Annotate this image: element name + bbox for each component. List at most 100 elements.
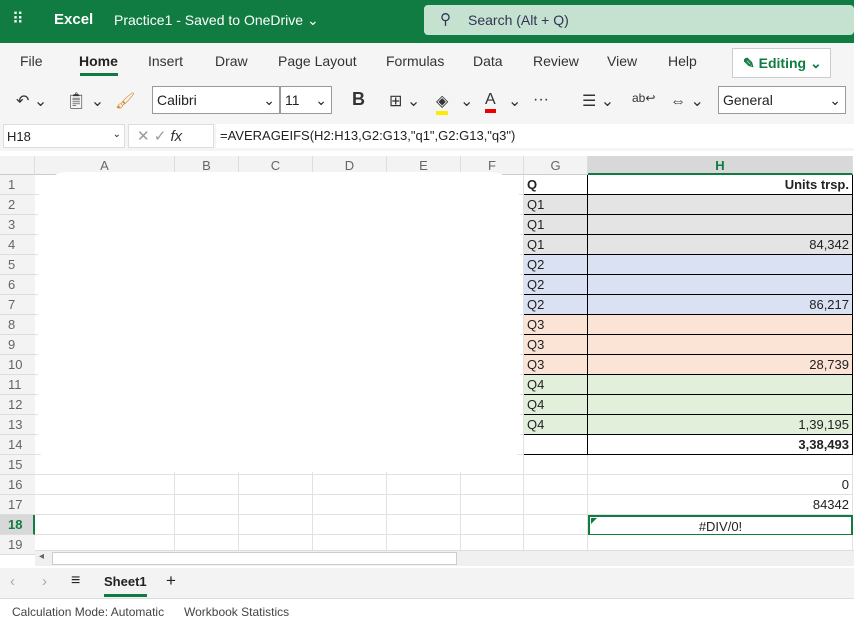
tab-formulas[interactable]: Formulas	[386, 53, 445, 69]
fx-icon[interactable]: fx	[170, 128, 183, 145]
cell-h5[interactable]	[588, 255, 853, 275]
cell-h10[interactable]: 28,739	[588, 355, 853, 375]
cell-g14[interactable]	[524, 435, 588, 455]
cancel-icon[interactable]: ✕	[137, 128, 150, 145]
cell-g13[interactable]: Q4	[524, 415, 588, 435]
cell-h17[interactable]: 84342	[588, 495, 853, 515]
column-header-h[interactable]: H	[588, 156, 853, 175]
cell-g9[interactable]: Q3	[524, 335, 588, 355]
cell-h1[interactable]: Units trsp.	[588, 175, 853, 195]
row-header-4[interactable]: 4	[0, 235, 35, 255]
cell-g4[interactable]: Q1	[524, 235, 588, 255]
row-header-10[interactable]: 10	[0, 355, 35, 375]
number-format-select[interactable]: General ⌄	[718, 86, 846, 114]
cell[interactable]	[35, 515, 175, 535]
tab-file[interactable]: File	[20, 53, 43, 69]
chevron-down-icon[interactable]: ⌄	[460, 93, 474, 110]
cell-g6[interactable]: Q2	[524, 275, 588, 295]
cell-g2[interactable]: Q1	[524, 195, 588, 215]
paste-icon[interactable]: 📋︎ ⌄	[66, 93, 105, 110]
cell[interactable]	[461, 475, 524, 495]
row-header-15[interactable]: 15	[0, 455, 35, 475]
cell[interactable]	[387, 515, 461, 535]
tab-data[interactable]: Data	[473, 53, 503, 69]
row-header-3[interactable]: 3	[0, 215, 35, 235]
fill-color-icon[interactable]: ◈	[436, 91, 449, 115]
align-icon[interactable]: ☰ ⌄	[582, 93, 615, 110]
sheet-tab-sheet1[interactable]: Sheet1	[104, 574, 147, 597]
add-sheet-button[interactable]: +	[166, 571, 176, 590]
cell-h13[interactable]: 1,39,195	[588, 415, 853, 435]
cell-h14[interactable]: 3,38,493	[588, 435, 853, 455]
cell-h12[interactable]	[588, 395, 853, 415]
row-header-19[interactable]: 19	[0, 535, 35, 555]
cell[interactable]	[175, 515, 239, 535]
merge-icon[interactable]: ⇔ ⌄	[670, 93, 704, 110]
cell-g8[interactable]: Q3	[524, 315, 588, 335]
cell-h11[interactable]	[588, 375, 853, 395]
borders-icon[interactable]: ⊞ ⌄	[389, 93, 421, 110]
cell[interactable]	[461, 455, 524, 475]
row-header-7[interactable]: 7	[0, 295, 35, 315]
bold-button[interactable]: B	[352, 89, 365, 109]
prev-sheet-icon[interactable]: ‹	[10, 573, 15, 590]
row-header-11[interactable]: 11	[0, 375, 35, 395]
cell-h2[interactable]	[588, 195, 853, 215]
cell-h18[interactable]: #DIV/0!	[588, 515, 853, 536]
search-box[interactable]: ⚲ Search (Alt + Q)	[424, 5, 854, 35]
cell-g1[interactable]: Q	[524, 175, 588, 195]
select-all-corner[interactable]	[0, 156, 35, 175]
cell[interactable]	[175, 495, 239, 515]
tab-view[interactable]: View	[607, 53, 638, 69]
cell-g16[interactable]	[524, 475, 588, 495]
next-sheet-icon[interactable]: ›	[42, 573, 47, 590]
row-header-14[interactable]: 14	[0, 435, 35, 455]
cell[interactable]	[461, 495, 524, 515]
row-header-1[interactable]: 1	[0, 175, 35, 195]
cell-h9[interactable]	[588, 335, 853, 355]
row-header-16[interactable]: 16	[0, 475, 35, 495]
editing-mode-button[interactable]: ✎ Editing ⌄	[732, 48, 831, 78]
name-box[interactable]: H18 ⌄	[3, 124, 125, 148]
cell-g18[interactable]	[524, 515, 588, 535]
row-header-12[interactable]: 12	[0, 395, 35, 415]
app-launcher-icon[interactable]: ⠿	[12, 11, 24, 28]
cell-g15[interactable]	[524, 455, 588, 475]
wrap-text-icon[interactable]: ab↩	[632, 91, 656, 105]
row-header-8[interactable]: 8	[0, 315, 35, 335]
cell[interactable]	[313, 475, 387, 495]
cell-g3[interactable]: Q1	[524, 215, 588, 235]
cell-g12[interactable]: Q4	[524, 395, 588, 415]
format-painter-icon[interactable]: 🖌︎	[115, 93, 136, 110]
cell-g17[interactable]	[524, 495, 588, 515]
cell[interactable]	[35, 475, 175, 495]
tab-page-layout[interactable]: Page Layout	[278, 53, 357, 69]
row-header-9[interactable]: 9	[0, 335, 35, 355]
column-header-g[interactable]: G	[524, 156, 588, 175]
cell[interactable]	[387, 475, 461, 495]
spreadsheet-grid[interactable]: A B C D E F G H 1 Q Units trsp. 2 Q1 3 Q1 4 Q1 84,342 5 Q2 6…	[0, 156, 854, 556]
font-color-icon[interactable]: A	[485, 91, 496, 113]
undo-icon[interactable]: ↶ ⌄	[16, 93, 48, 110]
more-options-icon[interactable]: ···	[533, 91, 549, 108]
calculation-mode[interactable]: Calculation Mode: Automatic	[12, 605, 165, 619]
cell-h6[interactable]	[588, 275, 853, 295]
cell[interactable]	[239, 495, 313, 515]
document-title[interactable]: Practice1 - Saved to OneDrive ⌄	[114, 12, 319, 29]
scroll-left-icon[interactable]: ◂	[39, 551, 45, 562]
tab-help[interactable]: Help	[668, 53, 697, 69]
cell[interactable]	[313, 515, 387, 535]
cell[interactable]	[239, 515, 313, 535]
cell[interactable]	[313, 495, 387, 515]
font-name-select[interactable]: Calibri ⌄	[152, 86, 280, 114]
check-icon[interactable]: ✓	[153, 128, 167, 145]
cell-g7[interactable]: Q2	[524, 295, 588, 315]
tab-home[interactable]: Home	[79, 53, 118, 69]
formula-input[interactable]: =AVERAGEIFS(H2:H13,G2:G13,"q1",G2:G13,"q…	[216, 124, 854, 148]
cell-g10[interactable]: Q3	[524, 355, 588, 375]
cell-h16[interactable]: 0	[588, 475, 853, 495]
cell-g11[interactable]: Q4	[524, 375, 588, 395]
cell[interactable]	[387, 495, 461, 515]
row-header-5[interactable]: 5	[0, 255, 35, 275]
tab-draw[interactable]: Draw	[215, 53, 248, 69]
